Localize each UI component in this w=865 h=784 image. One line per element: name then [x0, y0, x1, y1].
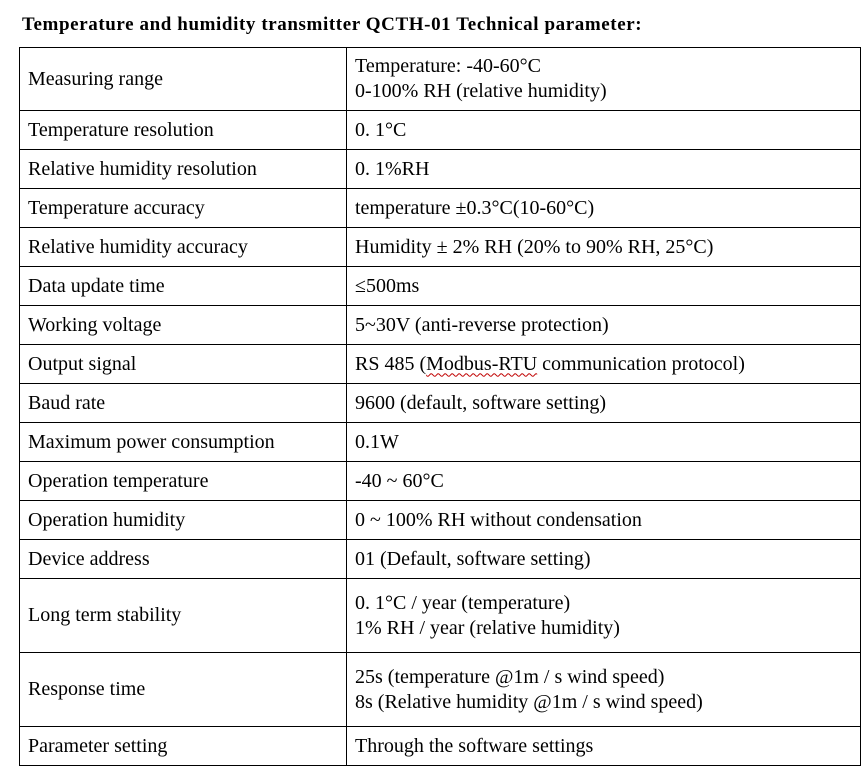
- table-row: Measuring range Temperature: -40-60°C 0-…: [19, 47, 861, 111]
- param-name: Output signal: [19, 344, 347, 384]
- table-row: Data update time ≤500ms: [19, 266, 861, 306]
- param-name: Operation humidity: [19, 500, 347, 540]
- table-row: Parameter setting Through the software s…: [19, 726, 861, 766]
- param-name: Working voltage: [19, 305, 347, 345]
- param-name: Relative humidity resolution: [19, 149, 347, 189]
- param-value-line: 1% RH / year (relative humidity): [355, 616, 620, 639]
- table-row: Relative humidity resolution 0. 1%RH: [19, 149, 861, 189]
- param-value-line: Temperature: -40-60°C: [355, 55, 541, 77]
- table-row: Response time 25s (temperature @1m / s w…: [19, 652, 861, 727]
- param-value: ≤500ms: [346, 266, 861, 306]
- param-value: 25s (temperature @1m / s wind speed) 8s …: [346, 652, 861, 727]
- table-row: Baud rate 9600 (default, software settin…: [19, 383, 861, 423]
- param-name: Baud rate: [19, 383, 347, 423]
- param-value: Temperature: -40-60°C 0-100% RH (relativ…: [346, 47, 861, 111]
- param-name: Long term stability: [19, 578, 347, 653]
- param-value: 01 (Default, software setting): [346, 539, 861, 579]
- document-title: Temperature and humidity transmitter QCT…: [22, 14, 643, 35]
- param-name: Relative humidity accuracy: [19, 227, 347, 267]
- param-value-text: communication protocol): [537, 352, 745, 375]
- param-name: Parameter setting: [19, 726, 347, 766]
- param-name: Operation temperature: [19, 461, 347, 501]
- param-name: Response time: [19, 652, 347, 727]
- param-value: Through the software settings: [346, 726, 861, 766]
- param-value: 5~30V (anti-reverse protection): [346, 305, 861, 345]
- param-value: 0 ~ 100% RH without condensation: [346, 500, 861, 540]
- table-row: Working voltage 5~30V (anti-reverse prot…: [19, 305, 861, 345]
- param-value: 0. 1°C: [346, 110, 861, 150]
- param-name: Temperature resolution: [19, 110, 347, 150]
- table-row: Output signal RS 485 (Modbus-RTU communi…: [19, 344, 861, 384]
- param-value: temperature ±0.3°C(10-60°C): [346, 188, 861, 228]
- parameter-table: Measuring range Temperature: -40-60°C 0-…: [19, 47, 861, 766]
- table-row: Relative humidity accuracy Humidity ± 2%…: [19, 227, 861, 267]
- table-row: Operation temperature -40 ~ 60°C: [19, 461, 861, 501]
- table-row: Temperature resolution 0. 1°C: [19, 110, 861, 150]
- table-row: Device address 01 (Default, software set…: [19, 539, 861, 579]
- table-row: Maximum power consumption 0.1W: [19, 422, 861, 462]
- param-value-line: 0. 1°C / year (temperature): [355, 591, 571, 614]
- table-row: Operation humidity 0 ~ 100% RH without c…: [19, 500, 861, 540]
- param-name: Measuring range: [19, 47, 347, 111]
- param-value: RS 485 (Modbus-RTU communication protoco…: [346, 344, 861, 384]
- param-name: Data update time: [19, 266, 347, 306]
- param-value: -40 ~ 60°C: [346, 461, 861, 501]
- param-name: Temperature accuracy: [19, 188, 347, 228]
- param-value: 0.1W: [346, 422, 861, 462]
- param-value-line: 8s (Relative humidity @1m / s wind speed…: [355, 690, 703, 713]
- param-value-text: RS 485 (: [355, 352, 427, 375]
- table-row: Temperature accuracy temperature ±0.3°C(…: [19, 188, 861, 228]
- spellcheck-underlined-text: Modbus-RTU: [426, 352, 538, 375]
- param-name: Maximum power consumption: [19, 422, 347, 462]
- table-row: Long term stability 0. 1°C / year (tempe…: [19, 578, 861, 653]
- param-value: 0. 1°C / year (temperature) 1% RH / year…: [346, 578, 861, 653]
- param-value: 9600 (default, software setting): [346, 383, 861, 423]
- param-value-line: 0-100% RH (relative humidity): [355, 80, 607, 102]
- param-value: Humidity ± 2% RH (20% to 90% RH, 25°C): [346, 227, 861, 267]
- param-value: 0. 1%RH: [346, 149, 861, 189]
- param-name: Device address: [19, 539, 347, 579]
- param-value-line: 25s (temperature @1m / s wind speed): [355, 665, 665, 688]
